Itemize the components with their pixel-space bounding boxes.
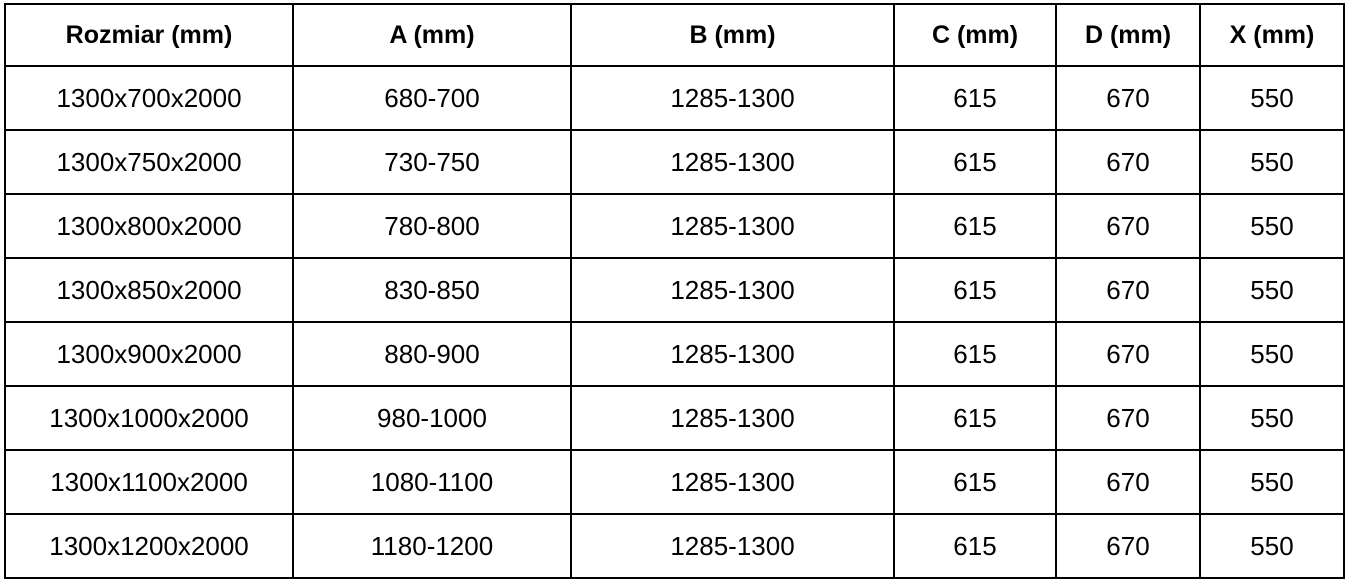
cell-c: 615 <box>893 321 1057 387</box>
table-row: 1300x1100x2000 1080-1100 1285-1300 615 670 55… <box>4 449 1345 515</box>
table-row: 1300x900x2000 880-900 1285-1300 615 670 550 <box>4 321 1345 387</box>
cell-a: 980-1000 <box>292 385 572 451</box>
cell-c: 615 <box>893 65 1057 131</box>
cell-b: 1285-1300 <box>570 513 895 579</box>
cell-b: 1285-1300 <box>570 321 895 387</box>
column-header-b: B (mm) <box>570 3 895 67</box>
cell-size: 1300x900x2000 <box>4 321 294 387</box>
cell-size: 1300x1100x2000 <box>4 449 294 515</box>
cell-d: 670 <box>1055 449 1201 515</box>
cell-d: 670 <box>1055 513 1201 579</box>
cell-a: 680-700 <box>292 65 572 131</box>
column-header-a: A (mm) <box>292 3 572 67</box>
cell-x: 550 <box>1199 321 1345 387</box>
cell-b: 1285-1300 <box>570 257 895 323</box>
header-row: Rozmiar (mm) A (mm) B (mm) C (mm) D (mm) X (m… <box>4 3 1345 67</box>
cell-size: 1300x750x2000 <box>4 129 294 195</box>
cell-x: 550 <box>1199 449 1345 515</box>
cell-d: 670 <box>1055 65 1201 131</box>
cell-a: 780-800 <box>292 193 572 259</box>
cell-x: 550 <box>1199 193 1345 259</box>
cell-a: 830-850 <box>292 257 572 323</box>
table-row: 1300x1200x2000 1180-1200 1285-1300 615 670 55… <box>4 513 1345 579</box>
column-header-c: C (mm) <box>893 3 1057 67</box>
cell-x: 550 <box>1199 513 1345 579</box>
cell-d: 670 <box>1055 321 1201 387</box>
column-header-size: Rozmiar (mm) <box>4 3 294 67</box>
cell-a: 730-750 <box>292 129 572 195</box>
column-header-d: D (mm) <box>1055 3 1201 67</box>
table-row: 1300x700x2000 680-700 1285-1300 615 670 550 <box>4 65 1345 131</box>
cell-x: 550 <box>1199 257 1345 323</box>
cell-c: 615 <box>893 449 1057 515</box>
cell-x: 550 <box>1199 65 1345 131</box>
table-row: 1300x850x2000 830-850 1285-1300 615 670 550 <box>4 257 1345 323</box>
cell-b: 1285-1300 <box>570 385 895 451</box>
cell-c: 615 <box>893 513 1057 579</box>
cell-d: 670 <box>1055 193 1201 259</box>
cell-c: 615 <box>893 385 1057 451</box>
cell-x: 550 <box>1199 385 1345 451</box>
cell-b: 1285-1300 <box>570 193 895 259</box>
cell-size: 1300x1200x2000 <box>4 513 294 579</box>
cell-c: 615 <box>893 129 1057 195</box>
cell-c: 615 <box>893 193 1057 259</box>
cell-x: 550 <box>1199 129 1345 195</box>
cell-a: 1180-1200 <box>292 513 572 579</box>
table-row: 1300x800x2000 780-800 1285-1300 615 670 550 <box>4 193 1345 259</box>
dimensions-table: Rozmiar (mm) A (mm) B (mm) C (mm) D (mm) X (m… <box>4 3 1345 579</box>
cell-b: 1285-1300 <box>570 65 895 131</box>
cell-size: 1300x1000x2000 <box>4 385 294 451</box>
cell-a: 1080-1100 <box>292 449 572 515</box>
cell-d: 670 <box>1055 257 1201 323</box>
cell-b: 1285-1300 <box>570 449 895 515</box>
cell-d: 670 <box>1055 129 1201 195</box>
cell-c: 615 <box>893 257 1057 323</box>
table-row: 1300x1000x2000 980-1000 1285-1300 615 670 550 <box>4 385 1345 451</box>
table-row: 1300x750x2000 730-750 1285-1300 615 670 550 <box>4 129 1345 195</box>
cell-b: 1285-1300 <box>570 129 895 195</box>
cell-size: 1300x700x2000 <box>4 65 294 131</box>
cell-size: 1300x800x2000 <box>4 193 294 259</box>
cell-d: 670 <box>1055 385 1201 451</box>
cell-size: 1300x850x2000 <box>4 257 294 323</box>
column-header-x: X (mm) <box>1199 3 1345 67</box>
cell-a: 880-900 <box>292 321 572 387</box>
